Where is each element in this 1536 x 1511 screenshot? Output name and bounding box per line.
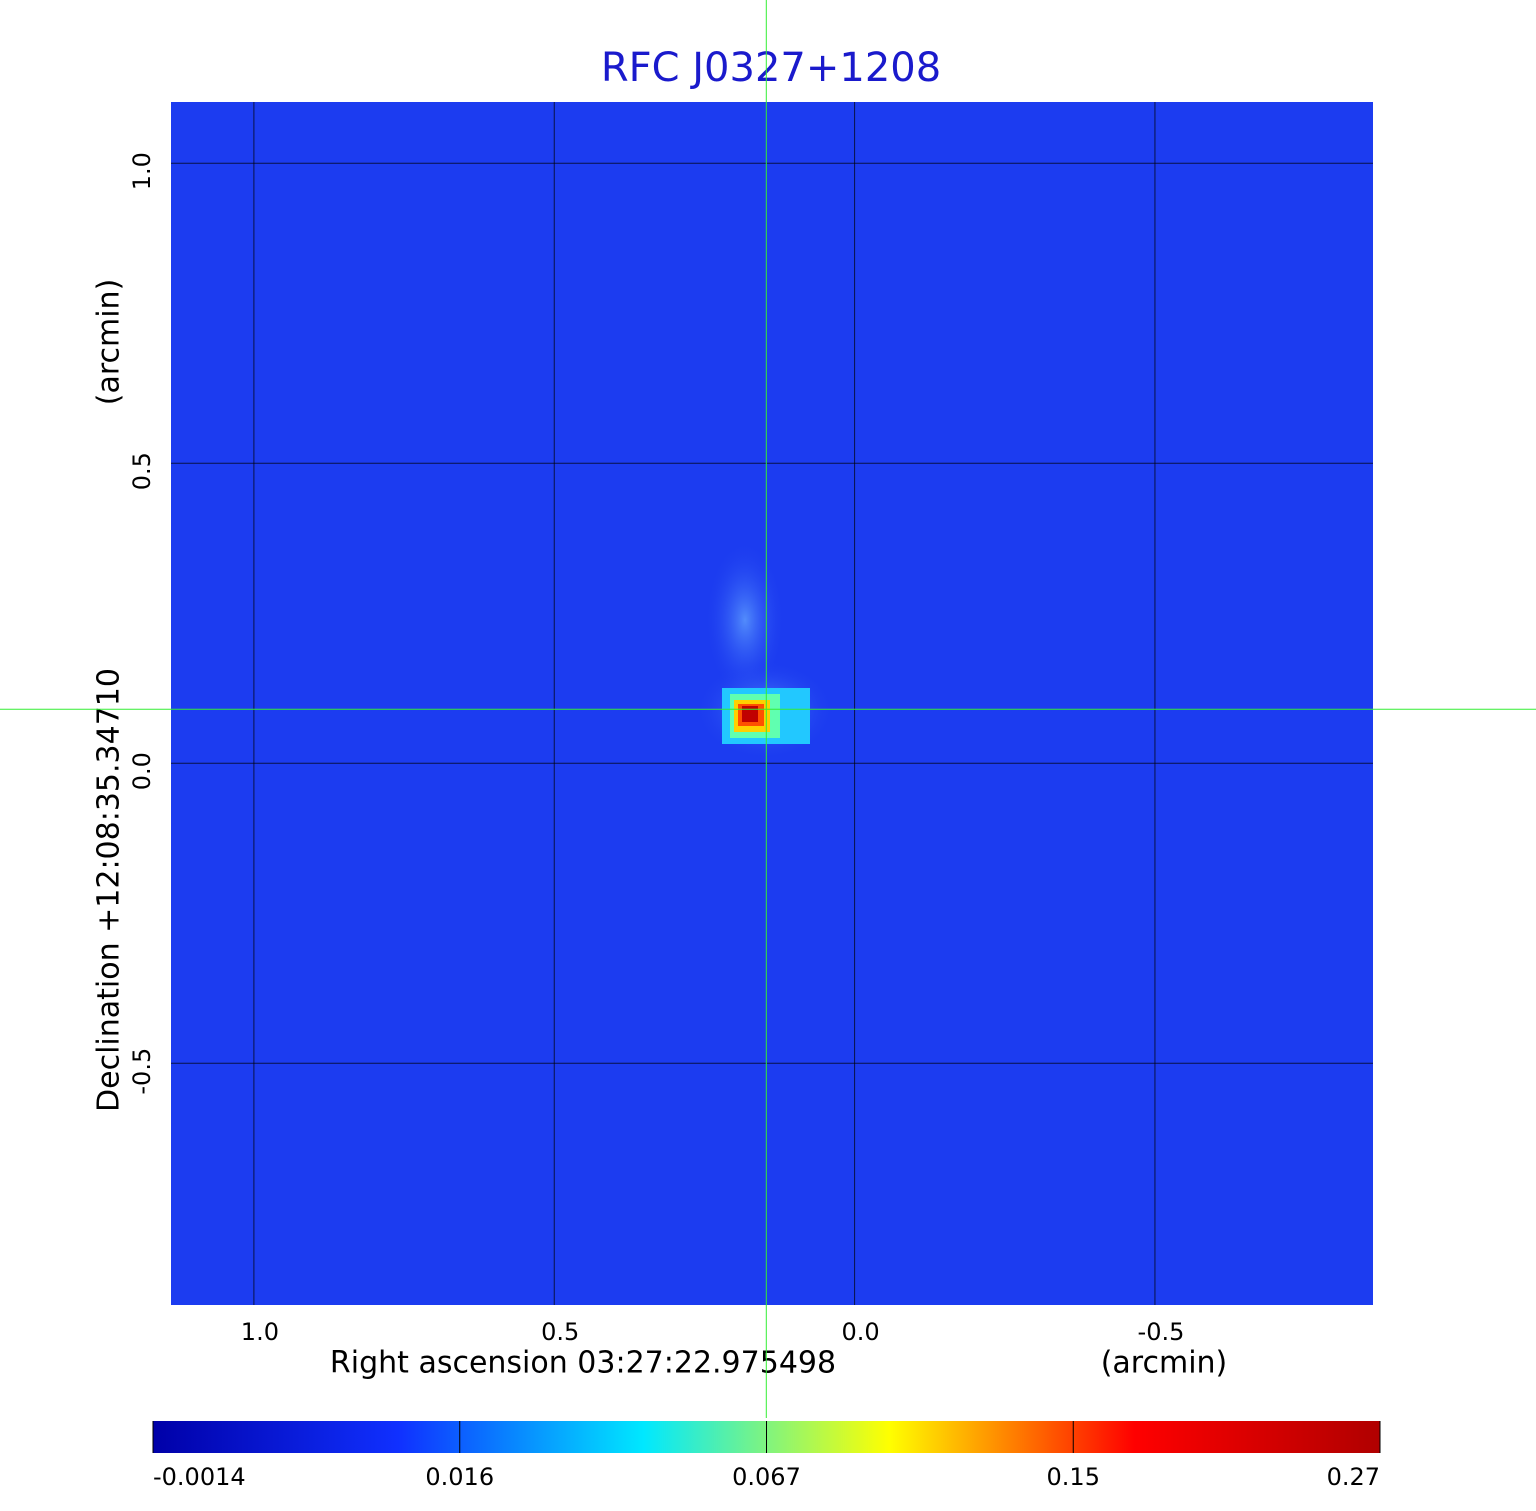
x-tick-label: 0.5 <box>541 1318 579 1346</box>
y-tick-label: 1.0 <box>128 152 156 190</box>
x-tick-label: -0.5 <box>1138 1318 1185 1346</box>
chart-title: RFC J0327+1208 <box>601 45 941 91</box>
x-tick-label: 1.0 <box>241 1318 279 1346</box>
colorbar-tick-label: 0.15 <box>1047 1463 1100 1491</box>
colorbar-tick-label: 0.27 <box>1327 1463 1380 1491</box>
x-axis-label: Right ascension 03:27:22.975498 <box>330 1346 836 1381</box>
y-tick-label: -0.5 <box>128 1048 156 1095</box>
source <box>695 540 835 760</box>
x-axis-unit: (arcmin) <box>1101 1346 1228 1381</box>
y-axis-unit: (arcmin) <box>92 279 127 406</box>
colorbar-tick-label: 0.016 <box>425 1463 494 1491</box>
y-axis-label: Declination +12:08:35.34710 <box>92 668 127 1112</box>
colorbar-tick-label: -0.0014 <box>153 1463 246 1491</box>
x-tick-label: 0.0 <box>842 1318 880 1346</box>
colorbar-tick-label: 0.067 <box>732 1463 801 1491</box>
y-tick-label: 0.5 <box>128 452 156 490</box>
y-tick-label: 0.0 <box>128 752 156 790</box>
